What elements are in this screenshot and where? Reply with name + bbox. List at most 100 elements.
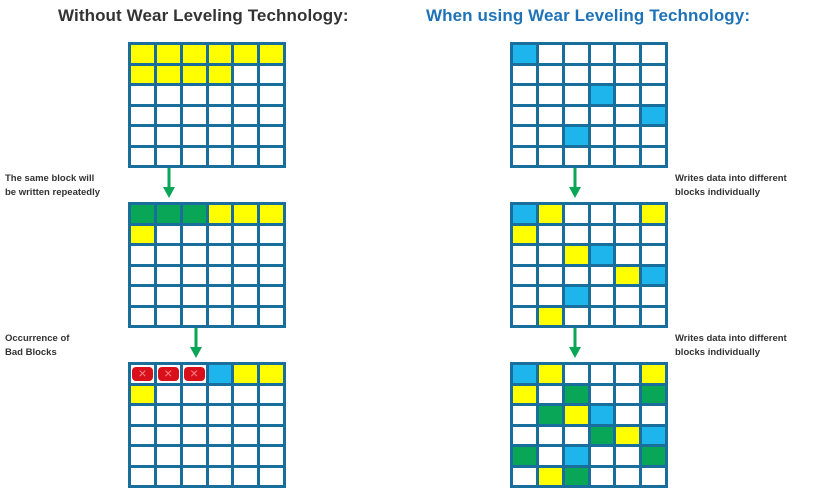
empty-block (208, 106, 232, 124)
empty-block (513, 86, 536, 104)
written-block (131, 385, 154, 403)
empty-block (616, 287, 640, 305)
empty-block (513, 307, 536, 325)
empty-block (260, 287, 283, 305)
written-block (131, 225, 154, 243)
empty-block (642, 225, 665, 243)
empty-block (564, 86, 588, 104)
note-line: be written repeatedly (5, 187, 101, 198)
empty-block (156, 447, 180, 465)
empty-block (513, 106, 536, 124)
empty-block (234, 127, 258, 145)
empty-block (131, 406, 154, 424)
empty-block (538, 266, 562, 284)
empty-block (131, 447, 154, 465)
empty-block (590, 205, 614, 223)
heavily-written-block (131, 205, 154, 223)
note-line: The same block will (5, 173, 95, 184)
empty-block (513, 426, 536, 444)
title-with-wear-leveling: When using Wear Leveling Technology: (426, 6, 751, 25)
empty-block (131, 307, 154, 325)
empty-block (564, 266, 588, 284)
leveled-block (513, 365, 536, 383)
empty-block (234, 307, 258, 325)
empty-block (260, 106, 283, 124)
empty-block (234, 385, 258, 403)
heavily-written-block (182, 205, 206, 223)
empty-block (156, 225, 180, 243)
written-block (513, 225, 536, 243)
empty-block (564, 106, 588, 124)
empty-block (131, 287, 154, 305)
empty-block (156, 266, 180, 284)
bad-block (182, 365, 206, 383)
empty-block (616, 65, 640, 83)
empty-block (156, 287, 180, 305)
empty-block (538, 147, 562, 165)
empty-block (131, 246, 154, 264)
empty-block (208, 266, 232, 284)
empty-block (590, 127, 614, 145)
empty-block (260, 447, 283, 465)
empty-block (208, 127, 232, 145)
written-block (208, 45, 232, 63)
empty-block (616, 467, 640, 485)
written-block (642, 365, 665, 383)
leveled-block (564, 127, 588, 145)
empty-block (538, 86, 562, 104)
empty-block (182, 467, 206, 485)
empty-block (182, 106, 206, 124)
empty-block (234, 406, 258, 424)
note-same-block-written: The same block will be written repeatedl… (5, 172, 100, 200)
empty-block (590, 266, 614, 284)
written-block (642, 205, 665, 223)
empty-block (234, 246, 258, 264)
block-grid-with-1 (510, 42, 668, 168)
empty-block (208, 447, 232, 465)
empty-block (234, 467, 258, 485)
empty-block (260, 426, 283, 444)
empty-block (208, 307, 232, 325)
heavily-written-block (642, 385, 665, 403)
empty-block (182, 447, 206, 465)
empty-block (590, 106, 614, 124)
heavily-written-block (642, 447, 665, 465)
empty-block (208, 147, 232, 165)
empty-block (234, 287, 258, 305)
written-block (156, 45, 180, 63)
empty-block (564, 205, 588, 223)
empty-block (260, 246, 283, 264)
empty-block (564, 365, 588, 383)
empty-block (642, 147, 665, 165)
empty-block (260, 467, 283, 485)
written-block (208, 205, 232, 223)
empty-block (208, 287, 232, 305)
block-grid-without-2 (128, 202, 286, 328)
empty-block (260, 385, 283, 403)
empty-block (513, 65, 536, 83)
heavily-written-block (538, 406, 562, 424)
empty-block (234, 86, 258, 104)
written-block (156, 65, 180, 83)
empty-block (234, 225, 258, 243)
written-block (234, 365, 258, 383)
block-grid-with-3 (510, 362, 668, 488)
empty-block (182, 426, 206, 444)
written-block (564, 246, 588, 264)
empty-block (590, 447, 614, 465)
empty-block (260, 225, 283, 243)
note-line: blocks individually (675, 187, 760, 198)
empty-block (234, 106, 258, 124)
empty-block (156, 147, 180, 165)
empty-block (260, 86, 283, 104)
empty-block (538, 65, 562, 83)
empty-block (616, 225, 640, 243)
empty-block (131, 106, 154, 124)
written-block (131, 65, 154, 83)
empty-block (590, 365, 614, 383)
empty-block (131, 467, 154, 485)
leveled-block (513, 45, 536, 63)
empty-block (616, 86, 640, 104)
empty-block (642, 406, 665, 424)
empty-block (538, 447, 562, 465)
